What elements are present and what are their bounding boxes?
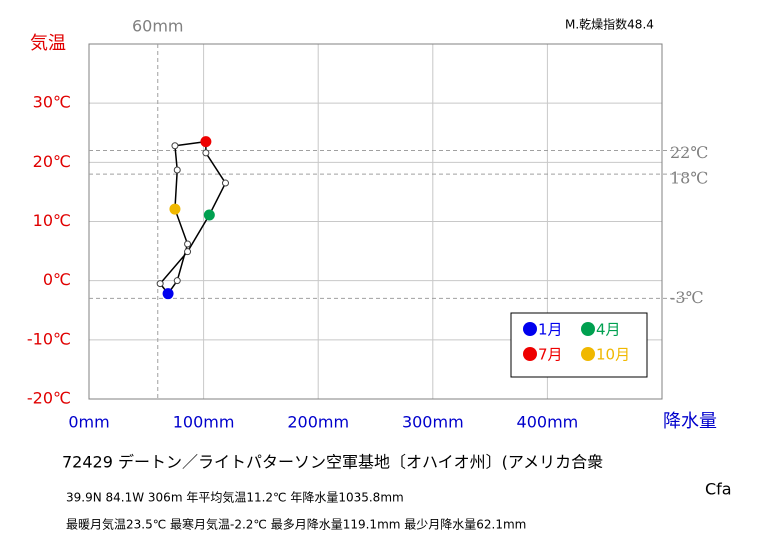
- legend-label: 7月: [538, 346, 563, 364]
- stats: 最暖月気温23.5℃ 最寒月気温-2.2℃ 最多月降水量119.1mm 最少月降…: [66, 517, 526, 532]
- month-point: [171, 142, 179, 150]
- legend-marker: [523, 347, 537, 361]
- x-tick-label: 400mm: [517, 413, 579, 432]
- plot-border: [88, 43, 663, 400]
- month-point: [184, 240, 192, 248]
- legend-label: 10月: [596, 346, 630, 364]
- ref-label: -3℃: [670, 288, 703, 307]
- month-point: [221, 179, 229, 187]
- x-tick-label: 200mm: [287, 413, 349, 432]
- y-tick-label: -10℃: [27, 329, 71, 348]
- chart-title: 72429 デートン／ライトパターソン空軍基地〔オハイオ州〕(アメリカ合衆: [62, 453, 603, 472]
- month-point: [173, 166, 181, 174]
- legend-marker: [581, 347, 595, 361]
- x-tick-label: 0mm: [68, 413, 109, 432]
- y-tick-label: 10℃: [33, 211, 71, 230]
- index-label: M.乾燥指数48.4: [565, 17, 654, 32]
- month-point: [200, 136, 212, 148]
- y-tick-label: 0℃: [43, 270, 71, 289]
- x-tick-label: 300mm: [402, 413, 464, 432]
- x-tick-label: 100mm: [173, 413, 235, 432]
- y-tick-label: 20℃: [33, 152, 71, 171]
- y-axis-label: 気温: [30, 33, 66, 54]
- legend-label: 4月: [596, 321, 621, 339]
- y-tick-label: -20℃: [27, 389, 71, 408]
- y-tick-label: 30℃: [33, 93, 71, 112]
- month-point: [173, 277, 181, 285]
- legend-marker: [581, 322, 595, 336]
- month-point: [184, 248, 192, 256]
- x-axis-label: 降水量: [663, 411, 717, 432]
- month-point: [156, 280, 164, 288]
- legend-label: 1月: [538, 321, 563, 339]
- ref-label: 60mm: [132, 17, 184, 36]
- legend-marker: [523, 322, 537, 336]
- month-point: [162, 288, 174, 300]
- ref-label: 18℃: [670, 169, 708, 188]
- stats: 39.9N 84.1W 306m 年平均気温11.2℃ 年降水量1035.8mm: [66, 490, 404, 505]
- climate-class: Cfa: [705, 480, 732, 499]
- month-point: [202, 149, 210, 157]
- month-point: [203, 209, 215, 221]
- month-point: [169, 203, 181, 215]
- ref-label: 22℃: [670, 143, 708, 162]
